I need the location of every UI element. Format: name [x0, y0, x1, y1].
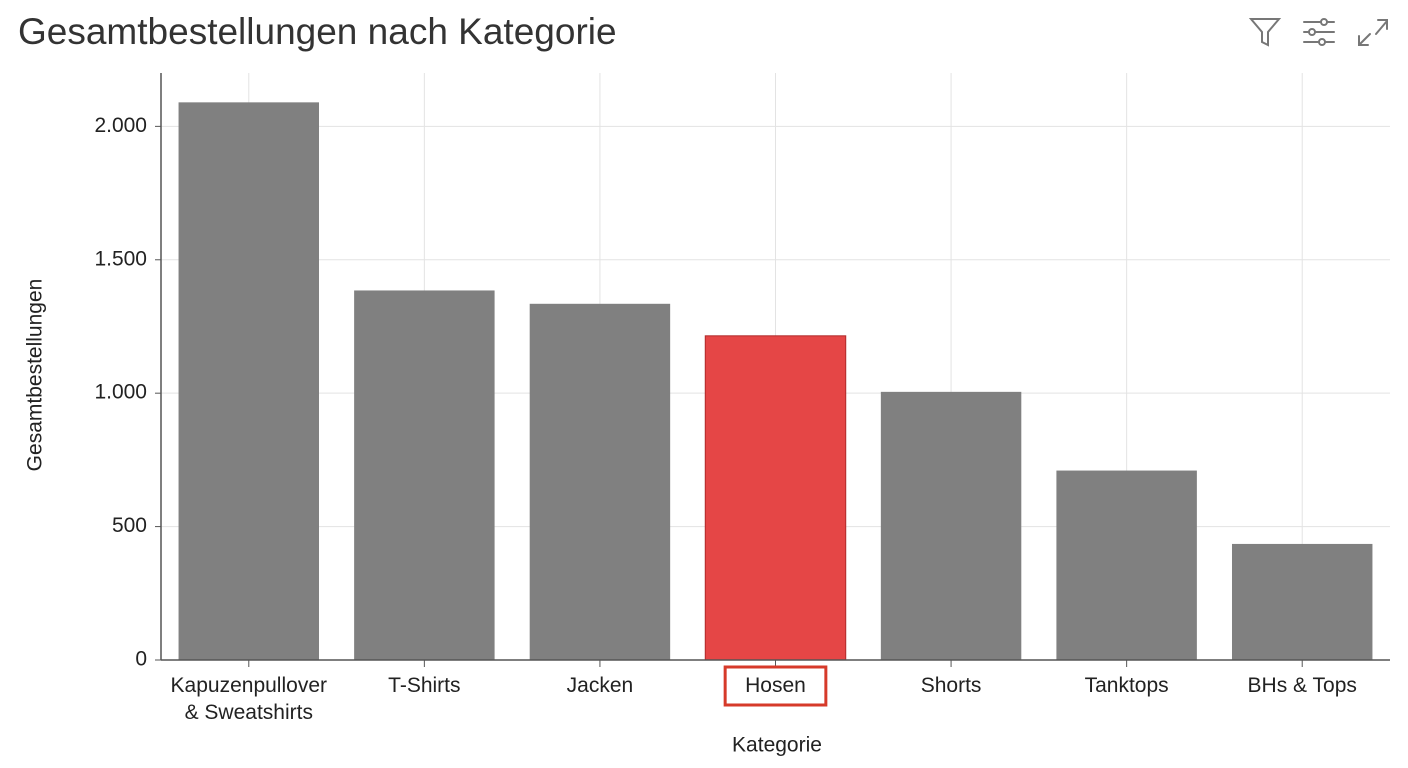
x-tick-label: BHs & Tops: [1248, 674, 1357, 697]
x-tick-label: T-Shirts: [388, 674, 460, 697]
bar: [529, 303, 671, 660]
x-tick-label: Tanktops: [1085, 674, 1169, 697]
bar: [1056, 470, 1197, 660]
y-tick-label: 0: [135, 648, 147, 671]
x-tick-label: Shorts: [921, 674, 982, 697]
y-tick-label: 1.000: [94, 381, 147, 404]
filter-icon[interactable]: [1248, 18, 1282, 47]
y-tick-label: 2.000: [94, 114, 147, 137]
expand-icon[interactable]: [1358, 19, 1388, 46]
bar: [354, 290, 495, 660]
bar: [1231, 543, 1373, 660]
x-tick-label: Hosen: [745, 674, 806, 697]
y-tick-label: 500: [112, 514, 147, 537]
bar: [880, 391, 1022, 660]
y-axis-label: Gesamtbestellungen: [24, 279, 47, 472]
bar: [704, 335, 847, 661]
label-highlight: [723, 665, 828, 707]
x-tick-label: Kapuzenpullover & Sweatshirts: [171, 674, 327, 724]
x-tick-label: Jacken: [567, 674, 634, 697]
bar: [178, 102, 320, 661]
chart-title: Gesamtbestellungen nach Kategorie: [18, 11, 617, 52]
settings-icon[interactable]: [1303, 18, 1335, 46]
x-axis-label: Kategorie: [732, 734, 822, 757]
y-tick-label: 1.500: [94, 247, 147, 270]
